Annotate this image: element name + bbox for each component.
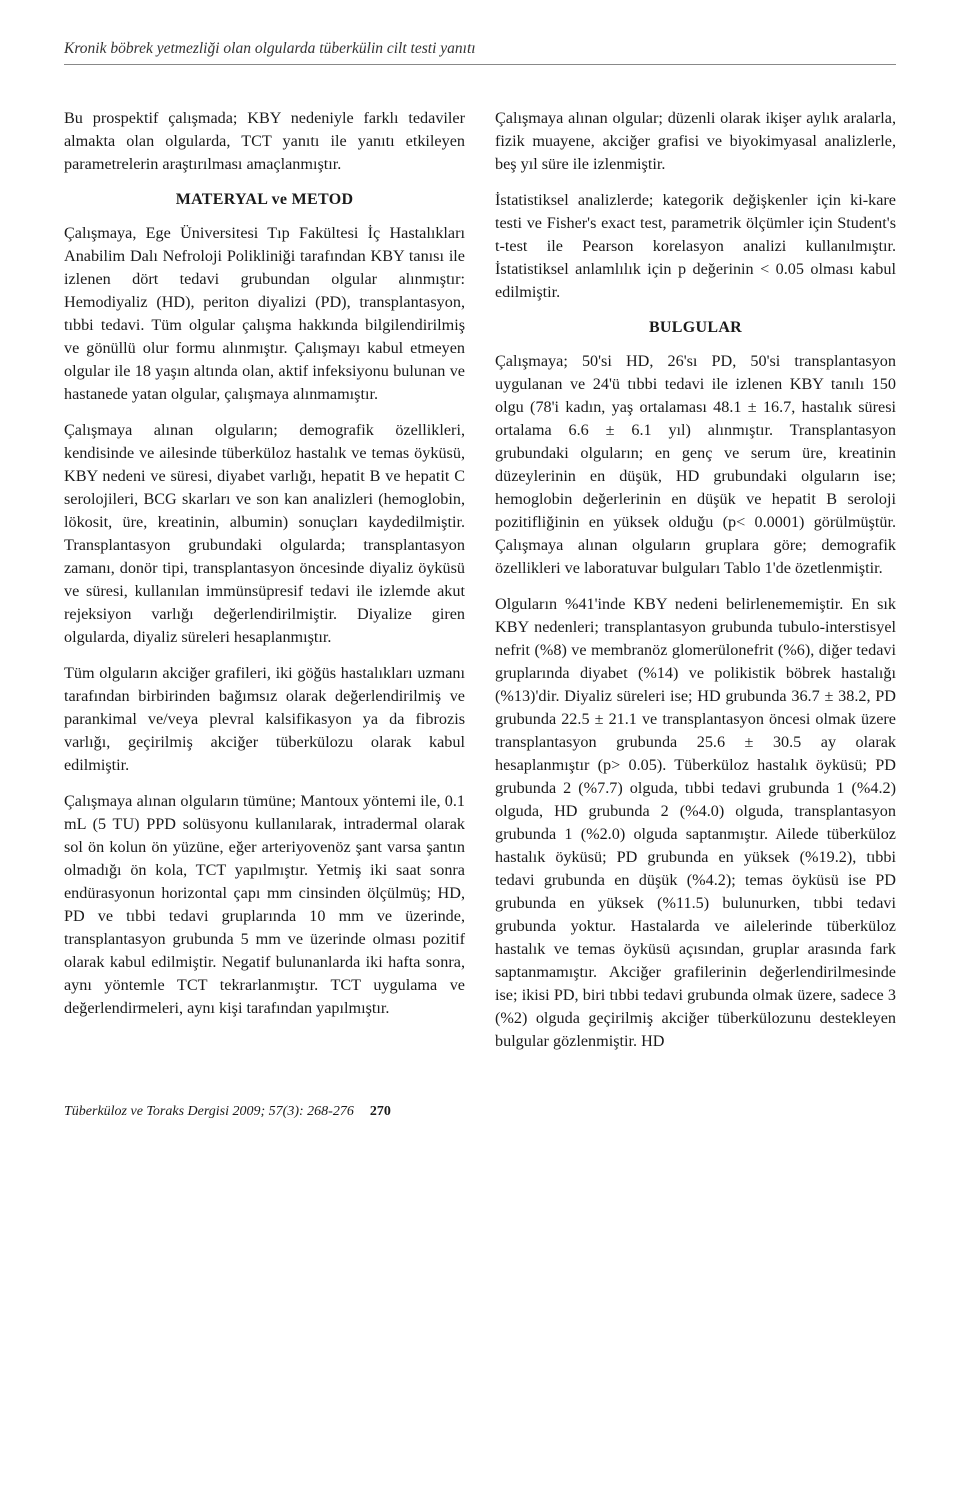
running-header: Kronik böbrek yetmezliği olan olgularda … [64, 40, 896, 65]
text-columns: Bu prospektif çalışmada; KBY nedeniyle f… [64, 107, 896, 1066]
right-column: Çalışmaya alınan olgular; düzenli olarak… [495, 107, 896, 1066]
paragraph: Çalışmaya alınan olguların; demografik ö… [64, 419, 465, 649]
paragraph: Olguların %41'inde KBY nedeni belirlenem… [495, 593, 896, 1053]
paragraph: İstatistiksel analizlerde; kategorik değ… [495, 189, 896, 304]
paragraph: Çalışmaya, Ege Üniversitesi Tıp Fakültes… [64, 222, 465, 406]
left-column: Bu prospektif çalışmada; KBY nedeniyle f… [64, 107, 465, 1066]
page-number: 270 [366, 1104, 395, 1120]
section-heading-bulgular: BULGULAR [495, 317, 896, 340]
paragraph: Çalışmaya alınan olgular; düzenli olarak… [495, 107, 896, 176]
paragraph: Bu prospektif çalışmada; KBY nedeniyle f… [64, 107, 465, 176]
journal-citation: Tüberküloz ve Toraks Dergisi 2009; 57(3)… [64, 1104, 354, 1120]
page-footer: Tüberküloz ve Toraks Dergisi 2009; 57(3)… [64, 1104, 896, 1120]
section-heading-materyal: MATERYAL ve METOD [64, 189, 465, 212]
paragraph: Tüm olguların akciğer grafileri, iki göğ… [64, 662, 465, 777]
paragraph: Çalışmaya alınan olguların tümüne; Manto… [64, 790, 465, 1020]
paragraph: Çalışmaya; 50'si HD, 26'sı PD, 50'si tra… [495, 350, 896, 580]
